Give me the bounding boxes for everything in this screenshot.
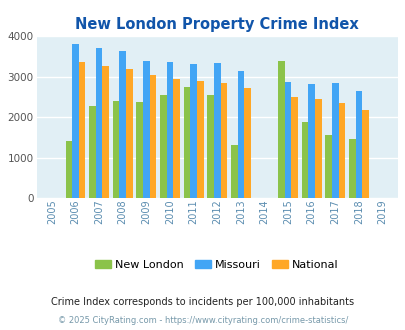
Bar	[361, 110, 368, 198]
Bar	[324, 135, 331, 198]
Bar	[149, 75, 156, 198]
Bar	[237, 71, 243, 198]
Bar	[160, 94, 166, 198]
Bar	[207, 95, 213, 198]
Legend: New London, Missouri, National: New London, Missouri, National	[91, 255, 343, 274]
Bar	[314, 99, 321, 198]
Bar	[72, 44, 79, 198]
Bar	[243, 88, 250, 198]
Bar	[355, 91, 361, 198]
Bar	[348, 139, 355, 198]
Bar	[220, 83, 226, 198]
Bar	[143, 61, 149, 198]
Bar	[308, 84, 314, 198]
Bar	[79, 62, 85, 198]
Bar	[166, 62, 173, 198]
Bar	[102, 66, 109, 198]
Bar	[291, 97, 297, 198]
Title: New London Property Crime Index: New London Property Crime Index	[75, 17, 358, 32]
Bar	[301, 122, 308, 198]
Bar	[113, 101, 119, 198]
Bar	[338, 103, 344, 198]
Bar	[230, 145, 237, 198]
Text: Crime Index corresponds to incidents per 100,000 inhabitants: Crime Index corresponds to incidents per…	[51, 297, 354, 307]
Bar	[190, 64, 196, 198]
Bar	[196, 81, 203, 198]
Bar	[136, 102, 143, 198]
Bar	[284, 82, 291, 198]
Bar	[183, 87, 190, 198]
Bar	[126, 69, 132, 198]
Bar	[66, 141, 72, 198]
Bar	[119, 51, 126, 198]
Bar	[213, 63, 220, 198]
Text: © 2025 CityRating.com - https://www.cityrating.com/crime-statistics/: © 2025 CityRating.com - https://www.city…	[58, 316, 347, 325]
Bar	[331, 83, 338, 198]
Bar	[96, 48, 102, 198]
Bar	[173, 79, 179, 198]
Bar	[277, 61, 284, 198]
Bar	[89, 106, 96, 198]
